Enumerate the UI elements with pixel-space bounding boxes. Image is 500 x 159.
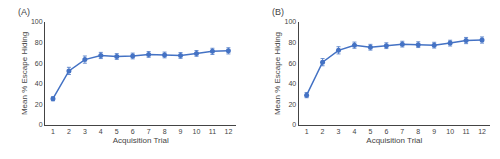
svg-text:3: 3 xyxy=(83,128,87,135)
svg-text:10: 10 xyxy=(193,128,201,135)
svg-text:80: 80 xyxy=(35,39,43,46)
svg-text:12: 12 xyxy=(478,128,486,135)
svg-text:20: 20 xyxy=(35,101,43,108)
svg-text:11: 11 xyxy=(462,128,469,135)
svg-text:4: 4 xyxy=(99,128,103,135)
svg-text:10: 10 xyxy=(446,128,454,135)
svg-text:Mean % Escape Hiding: Mean % Escape Hiding xyxy=(20,32,29,115)
svg-text:9: 9 xyxy=(179,128,183,135)
svg-text:40: 40 xyxy=(288,80,296,87)
svg-text:6: 6 xyxy=(131,128,135,135)
svg-text:4: 4 xyxy=(353,128,357,135)
svg-text:60: 60 xyxy=(35,60,43,67)
svg-text:8: 8 xyxy=(416,128,420,135)
svg-text:100: 100 xyxy=(31,18,43,25)
svg-text:3: 3 xyxy=(337,128,341,135)
svg-text:40: 40 xyxy=(35,80,43,87)
svg-text:5: 5 xyxy=(115,128,119,135)
svg-text:12: 12 xyxy=(224,128,232,135)
svg-text:100: 100 xyxy=(285,18,297,25)
svg-text:Mean % Escape Hiding: Mean % Escape Hiding xyxy=(273,32,282,115)
svg-text:2: 2 xyxy=(67,128,71,135)
svg-text:0: 0 xyxy=(39,121,43,128)
svg-text:20: 20 xyxy=(288,101,296,108)
svg-text:2: 2 xyxy=(321,128,325,135)
svg-text:(A): (A) xyxy=(18,7,30,17)
svg-text:7: 7 xyxy=(400,128,404,135)
svg-text:1: 1 xyxy=(51,128,55,135)
svg-text:7: 7 xyxy=(147,128,151,135)
svg-text:6: 6 xyxy=(384,128,388,135)
svg-text:Acquisition Trial: Acquisition Trial xyxy=(366,136,422,145)
svg-text:1: 1 xyxy=(305,128,309,135)
svg-text:60: 60 xyxy=(288,60,296,67)
svg-text:11: 11 xyxy=(209,128,216,135)
svg-text:9: 9 xyxy=(432,128,436,135)
svg-text:5: 5 xyxy=(368,128,372,135)
svg-text:0: 0 xyxy=(292,121,296,128)
svg-text:80: 80 xyxy=(288,39,296,46)
svg-text:Acquisition Trial: Acquisition Trial xyxy=(113,136,169,145)
svg-text:8: 8 xyxy=(163,128,167,135)
svg-text:(B): (B) xyxy=(272,7,284,17)
